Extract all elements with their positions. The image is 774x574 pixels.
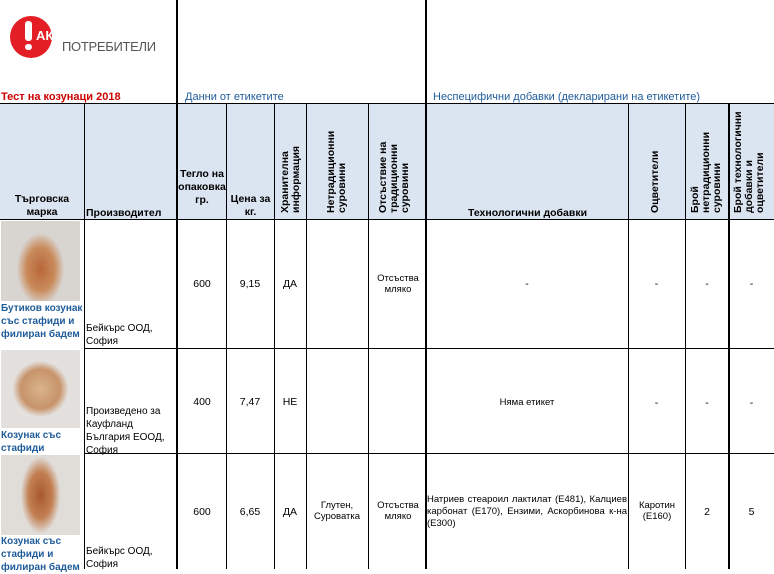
header-price: Цена за кг. — [230, 193, 271, 218]
header-count-nontrad: Брой нетрадиционни суровини — [689, 131, 723, 213]
count-nontrad: 2 — [704, 506, 710, 518]
grid-line — [84, 453, 774, 454]
count-tech: - — [749, 397, 754, 409]
count-tech: - — [749, 278, 754, 290]
product-photo — [1, 455, 80, 535]
price: 6,65 — [239, 506, 261, 518]
count-nontrad: - — [705, 278, 709, 290]
nutrition: НЕ — [282, 396, 298, 408]
weight: 400 — [193, 396, 211, 408]
header-count-tech: Брой технологични добавки и оцветители — [732, 111, 766, 213]
brand-name: Козунак със стафиди — [1, 430, 62, 454]
header-brand: Търговска марка — [14, 193, 70, 218]
nontraditional: Глутен, Суроватка — [313, 500, 361, 522]
grid-line — [685, 103, 686, 569]
nutrition: ДА — [282, 278, 298, 290]
grid-line — [176, 0, 178, 569]
grid-line — [628, 103, 629, 569]
grid-line — [0, 103, 774, 104]
absent: Отсъства мляко — [377, 273, 419, 295]
grid-line — [306, 103, 307, 569]
logo-word1: АКТИВНИ — [36, 28, 100, 43]
grid-line — [84, 103, 85, 569]
weight: 600 — [193, 278, 211, 290]
price: 7,47 — [239, 396, 261, 408]
colorants: - — [654, 278, 659, 290]
count-nontrad: - — [705, 397, 709, 409]
producer: Произведено за Кауфланд България ЕООД, С… — [86, 406, 165, 456]
header-nontraditional: Нетрадиционни суровини — [325, 130, 348, 213]
nutrition: ДА — [282, 506, 298, 518]
weight: 600 — [193, 506, 211, 518]
section-label-data: Данни от етикетите — [185, 91, 284, 103]
logo-word2: ПОТРЕБИТЕЛИ — [62, 39, 156, 54]
producer: Бейкърс ООД, София — [86, 323, 153, 347]
header-nutrition: Хранителна информация — [279, 145, 302, 213]
colorants: Каротин (Е160) — [638, 500, 676, 522]
logo: АКТИВНИ ПОТРЕБИТЕЛИ — [10, 16, 156, 60]
section-additives: Неспецифични добавки (декларирани на ети… — [433, 91, 701, 103]
absent: Отсъства мляко — [377, 500, 419, 522]
tech-additives: Натриев стеароил лактилат (Е481), Калцие… — [427, 494, 627, 529]
header-row — [0, 104, 774, 220]
page-title: Тест на козунаци 2018 — [1, 91, 121, 103]
brand-name: Бутиков козунак със стафиди и филиран ба… — [1, 303, 83, 340]
grid-line — [274, 103, 275, 569]
grid-line — [84, 348, 774, 349]
grid-line — [425, 0, 427, 569]
grid-line — [226, 103, 227, 569]
header-absent: Отсъствие на традиционни суровини — [377, 141, 411, 213]
tech-additives: Няма етикет — [499, 397, 555, 408]
tech-additives: - — [525, 278, 529, 290]
colorants: - — [654, 397, 659, 409]
grid-line — [368, 103, 369, 569]
header-colorants: Оцветители — [649, 150, 661, 213]
grid-line — [728, 103, 730, 569]
product-photo — [1, 350, 80, 428]
count-tech: 5 — [748, 506, 755, 518]
producer: Бейкърс ООД, София — [86, 546, 153, 570]
header-weight: Тегло на опаковка гр. — [178, 168, 226, 206]
grid-line — [0, 219, 774, 220]
header-tech: Технологични добавки — [467, 207, 588, 219]
product-photo — [1, 221, 80, 301]
price: 9,15 — [239, 278, 261, 290]
header-producer: Производител — [86, 207, 162, 219]
brand-name: Козунак със стафиди и филиран бадем — [1, 536, 80, 573]
